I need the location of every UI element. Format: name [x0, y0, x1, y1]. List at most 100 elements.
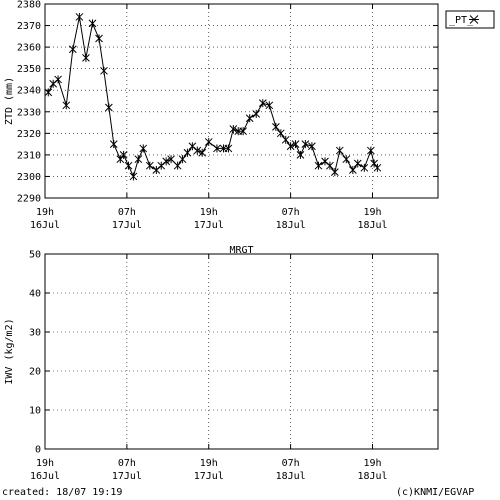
data-point-marker [370, 159, 378, 168]
data-point-marker [308, 142, 316, 151]
data-point-marker [95, 34, 103, 43]
x-tick-label-hour: 07h [282, 458, 300, 469]
x-tick-label-hour: 19h [36, 207, 54, 218]
data-point-marker [265, 101, 274, 110]
y-tick-label: 2370 [17, 21, 41, 32]
x-tick-label-date: 18Jul [357, 220, 387, 231]
y-tick-label: 2320 [17, 129, 41, 140]
data-point-marker [116, 155, 125, 164]
data-point-marker [82, 53, 90, 62]
iwv-panel: 0 10 20 30 40 50 19h 16Jul 07h 17Jul 19h 17Jul 07h 18… [4, 245, 439, 482]
data-point-marker [252, 109, 261, 118]
data-point-marker [183, 148, 192, 157]
data-point-marker [105, 103, 113, 112]
data-point-marker [330, 168, 339, 177]
data-point-marker [178, 155, 187, 164]
data-point-marker [296, 150, 305, 159]
data-point-marker [342, 155, 351, 164]
data-point-marker [145, 161, 154, 170]
data-point-marker [139, 144, 148, 153]
plot-frame [44, 253, 439, 450]
data-point-marker [44, 88, 53, 97]
data-point-marker [157, 161, 166, 170]
series-line [47, 16, 378, 178]
ztd-panel: 2290 2300 2310 2320 2330 2340 2350 2360 2370 2380… [4, 0, 495, 231]
x-tick-label-hour: 07h [282, 207, 300, 218]
data-point-marker [239, 127, 247, 136]
x-tick-label-date: 18Jul [276, 471, 306, 482]
y-tick-label: 2360 [17, 43, 41, 54]
y-tick-label: 2310 [17, 150, 41, 161]
data-point-marker [162, 157, 171, 166]
x-tick-label-date: 17Jul [112, 471, 142, 482]
data-point-marker [49, 79, 58, 88]
data-point-marker [321, 157, 329, 166]
data-point-marker [272, 122, 280, 131]
data-point-marker [301, 140, 310, 149]
data-point-marker [213, 144, 221, 153]
y-tick-label: 10 [29, 406, 41, 417]
panel-title: MRGT [229, 245, 253, 256]
data-point-marker [276, 129, 285, 138]
legend: _PT_ [445, 10, 495, 29]
y-tick-label: 2300 [17, 172, 41, 183]
data-point-marker [204, 137, 213, 146]
data-point-marker [258, 99, 267, 108]
y-tick-label: 2340 [17, 86, 41, 97]
x-tick-label-hour: 19h [200, 207, 218, 218]
y-axis-label: IWV (kg/m2) [4, 318, 15, 384]
data-point-marker [124, 161, 133, 170]
data-point-marker [353, 159, 362, 168]
data-point-marker [88, 19, 97, 28]
x-tick-label-date: 17Jul [194, 471, 224, 482]
x-tick-label-hour: 19h [200, 458, 218, 469]
data-point-marker [198, 148, 207, 157]
data-point-marker [360, 163, 369, 172]
x-tick-label-date: 17Jul [194, 220, 224, 231]
data-point-marker [75, 12, 84, 21]
data-point-marker [245, 114, 254, 123]
x-tick-label-date: 16Jul [30, 220, 60, 231]
data-point-marker [68, 45, 77, 54]
data-point-marker [224, 144, 233, 153]
data-point-marker [367, 146, 375, 155]
y-tick-label: 30 [29, 328, 41, 339]
data-point-marker [335, 146, 344, 155]
data-point-marker [152, 165, 161, 174]
x-tick-label-hour: 19h [36, 458, 54, 469]
legend-label: _PT_ [449, 15, 474, 26]
created-timestamp: created: 18/07 19:19 [2, 487, 123, 498]
y-tick-label: 2350 [17, 64, 41, 75]
data-point-marker [54, 75, 62, 84]
y-tick-label: 2290 [17, 194, 41, 205]
data-point-marker [229, 125, 238, 134]
y-tick-label: 20 [29, 367, 41, 378]
plot-frame [44, 3, 439, 199]
x-tick-label-date: 17Jul [112, 220, 142, 231]
x-tick-label-date: 18Jul [276, 220, 306, 231]
copyright-credit: (c)KNMI/EGVAP [396, 487, 475, 498]
y-tick-label: 40 [29, 289, 41, 300]
x-tick-label-date: 18Jul [357, 471, 387, 482]
y-tick-label: 50 [29, 250, 41, 261]
y-axis-label: ZTD (mm) [4, 77, 15, 125]
x-tick-label-date: 16Jul [30, 471, 60, 482]
data-point-marker [129, 172, 138, 181]
data-point-marker [281, 135, 290, 144]
y-tick-label: 2330 [17, 107, 41, 118]
data-point-marker [326, 161, 334, 170]
data-point-marker [119, 150, 128, 159]
data-point-marker [348, 165, 357, 174]
data-point-marker [286, 142, 295, 151]
y-tick-label: 2380 [17, 0, 41, 11]
data-point-marker [188, 142, 197, 151]
data-point-marker [314, 161, 323, 170]
x-tick-label-hour: 07h [118, 458, 136, 469]
data-point-marker [193, 146, 202, 155]
data-point-marker [134, 155, 143, 164]
data-point-marker [100, 66, 108, 75]
data-point-marker [291, 140, 300, 149]
x-tick-label-hour: 19h [363, 458, 381, 469]
data-point-marker [373, 163, 382, 172]
